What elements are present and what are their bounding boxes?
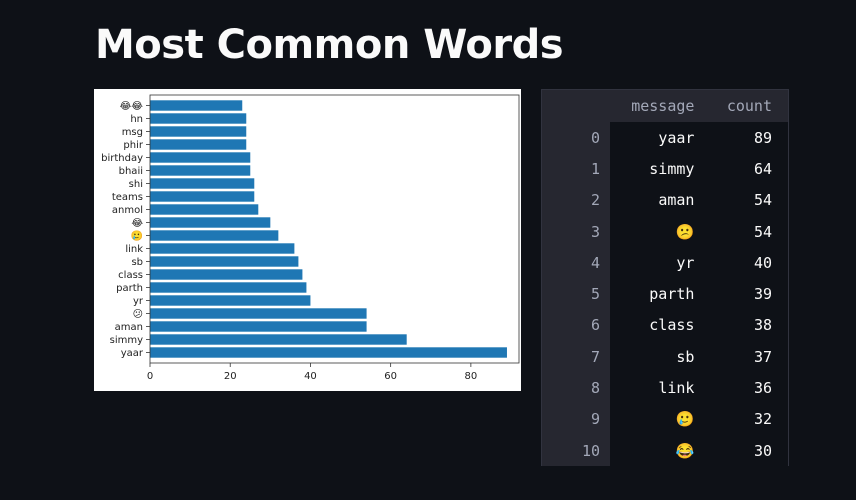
row-index: 4	[542, 247, 610, 279]
y-tick-label: parth	[116, 283, 143, 294]
cell-message[interactable]: parth	[610, 278, 711, 310]
word-count-dataframe[interactable]: message count 0 yaar 89 1 simmy 64 2 aman 54 3 😕 54…	[541, 89, 789, 467]
table-row: 2 aman 54	[542, 184, 788, 216]
bar-14	[150, 165, 251, 176]
x-tick-label: 0	[147, 371, 153, 382]
x-tick-label: 40	[304, 371, 317, 382]
table-row: 8 link 36	[542, 372, 788, 404]
table-header-row: message count	[542, 90, 788, 122]
cell-message[interactable]: yaar	[610, 122, 711, 154]
y-tick-label: bhaii	[119, 166, 143, 177]
cell-count[interactable]: 30	[710, 434, 788, 467]
bar-11	[150, 204, 259, 215]
column-header-count[interactable]: count	[710, 90, 788, 122]
bar-9	[150, 230, 279, 241]
row-index: 2	[542, 184, 610, 216]
table-row: 5 parth 39	[542, 278, 788, 310]
word-count-table: message count 0 yaar 89 1 simmy 64 2 aman 54 3 😕 54…	[542, 90, 788, 467]
cell-message[interactable]: 😕	[610, 215, 711, 248]
y-tick-label: sb	[131, 257, 143, 268]
y-tick-label: msg	[122, 127, 143, 138]
y-tick-label: teams	[112, 192, 143, 203]
page-title: Most Common Words	[95, 22, 564, 68]
y-tick-label: hn	[130, 114, 143, 125]
bar-17	[150, 126, 247, 137]
bar-16	[150, 139, 247, 150]
table-row: 1 simmy 64	[542, 153, 788, 185]
y-tick-label: 😂😂	[120, 101, 143, 112]
bar-0	[150, 347, 507, 358]
cell-count[interactable]: 32	[710, 403, 788, 435]
word-frequency-bar-chart: yaar simmy aman 😕 yr parth class sb link 🥲😂 anmol t…	[101, 94, 520, 382]
cell-count[interactable]: 37	[710, 341, 788, 373]
bar-7	[150, 256, 299, 267]
x-tick-label: 80	[465, 371, 478, 382]
cell-message[interactable]: 😂	[610, 434, 711, 467]
bar-6	[150, 269, 303, 280]
bar-1	[150, 334, 407, 345]
index-column-header	[542, 90, 610, 122]
bar-19	[150, 100, 243, 111]
bar-4	[150, 295, 311, 306]
table-row: 7 sb 37	[542, 341, 788, 373]
row-index: 10	[542, 434, 610, 467]
plot-frame	[149, 94, 520, 364]
y-tick-label: anmol	[112, 205, 143, 216]
cell-count[interactable]: 89	[710, 122, 788, 154]
table-row: 9 🥲 32	[542, 403, 788, 435]
bar-12	[150, 191, 255, 202]
table-row: 10 😂 30	[542, 434, 788, 467]
y-tick-label: 😂	[131, 218, 143, 229]
row-index: 3	[542, 215, 610, 248]
cell-message[interactable]: simmy	[610, 153, 711, 185]
x-tick-label: 60	[384, 371, 397, 382]
y-tick-label: phir	[123, 140, 143, 151]
bar-chart-panel: yaar simmy aman 😕 yr parth class sb link 🥲 😂 anmol t…	[94, 89, 521, 391]
cell-message[interactable]: sb	[610, 341, 711, 373]
row-index: 5	[542, 278, 610, 310]
table-row: 0 yaar 89	[542, 122, 788, 154]
column-header-message[interactable]: message	[610, 90, 711, 122]
bar-5	[150, 282, 307, 293]
cell-message[interactable]: yr	[610, 247, 711, 279]
row-index: 1	[542, 153, 610, 185]
cell-count[interactable]: 64	[710, 153, 788, 185]
row-index: 6	[542, 309, 610, 342]
cell-message[interactable]: link	[610, 372, 711, 404]
y-tick-label: yaar	[121, 348, 144, 359]
y-tick-label: simmy	[110, 335, 143, 346]
cell-count[interactable]: 54	[710, 184, 788, 216]
bar-3	[150, 308, 367, 319]
y-tick-label: class	[118, 270, 143, 281]
bar-18	[150, 113, 247, 124]
cell-count[interactable]: 36	[710, 372, 788, 404]
cell-message[interactable]: 🥲	[610, 403, 711, 435]
bar-15	[150, 152, 251, 163]
cell-count[interactable]: 54	[710, 215, 788, 248]
y-tick-label: link	[125, 244, 143, 255]
y-tick-label: yr	[133, 296, 144, 307]
x-tick-label: 20	[224, 371, 237, 382]
y-tick-label: 😕	[133, 309, 143, 320]
row-index: 8	[542, 372, 610, 404]
row-index: 0	[542, 122, 610, 154]
table-row: 3 😕 54	[542, 215, 788, 248]
bar-13	[150, 178, 255, 189]
cell-message[interactable]: class	[610, 309, 711, 342]
y-tick-label: shi	[129, 179, 143, 190]
table-row: 4 yr 40	[542, 247, 788, 279]
row-index: 9	[542, 403, 610, 435]
cell-count[interactable]: 40	[710, 247, 788, 279]
bar-2	[150, 321, 367, 332]
cell-count[interactable]: 38	[710, 309, 788, 342]
cell-count[interactable]: 39	[710, 278, 788, 310]
bar-10	[150, 217, 271, 228]
bar-8	[150, 243, 295, 254]
cell-message[interactable]: aman	[610, 184, 711, 216]
y-tick-label: aman	[115, 322, 143, 333]
row-index: 7	[542, 341, 610, 373]
y-tick-label: 🥲	[131, 230, 143, 242]
y-tick-label: birthday	[101, 153, 143, 164]
table-row: 6 class 38	[542, 309, 788, 342]
